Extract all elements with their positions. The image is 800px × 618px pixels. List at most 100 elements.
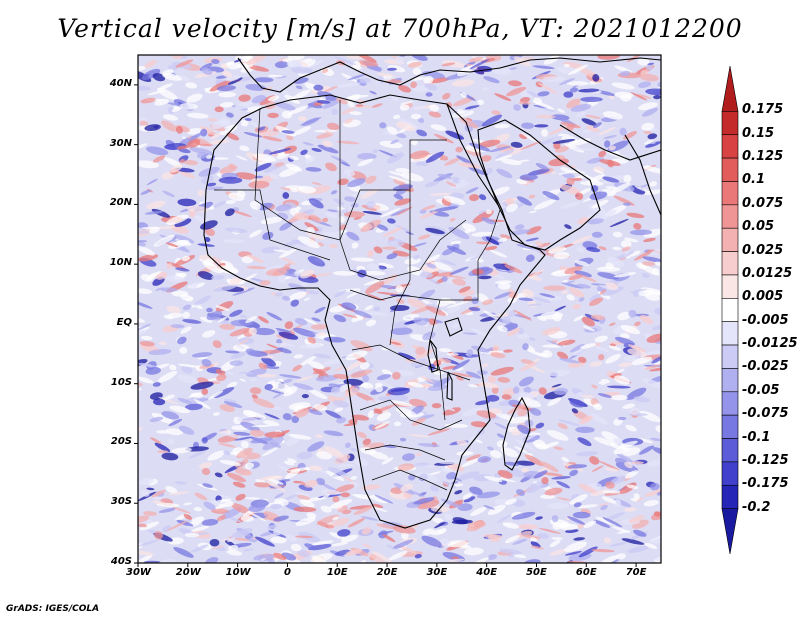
velocity-speckle	[392, 371, 401, 380]
velocity-speckle	[557, 108, 566, 113]
velocity-speckle	[366, 201, 376, 209]
velocity-speckle	[376, 72, 394, 77]
velocity-speckle	[340, 209, 349, 214]
velocity-speckle	[645, 141, 661, 148]
velocity-speckle	[300, 149, 308, 155]
velocity-speckle	[526, 226, 542, 235]
velocity-speckle	[262, 437, 284, 451]
velocity-speckle	[419, 209, 427, 214]
velocity-speckle	[152, 382, 161, 387]
velocity-speckle	[225, 350, 240, 354]
velocity-speckle	[622, 447, 641, 456]
country-borders	[214, 100, 501, 491]
velocity-speckle	[202, 261, 223, 274]
velocity-speckle	[243, 132, 263, 138]
velocity-speckle	[228, 544, 239, 551]
velocity-speckle	[360, 516, 379, 521]
velocity-speckle	[496, 440, 508, 448]
velocity-speckle	[483, 76, 500, 84]
velocity-speckle	[267, 131, 280, 136]
velocity-speckle	[270, 536, 287, 544]
velocity-speckle	[138, 550, 155, 556]
velocity-speckle	[169, 364, 177, 371]
velocity-speckle	[244, 534, 258, 543]
velocity-speckle	[296, 451, 313, 460]
velocity-speckle	[501, 394, 512, 400]
velocity-speckle	[216, 265, 239, 274]
velocity-speckle	[412, 85, 429, 93]
velocity-speckle	[267, 74, 283, 78]
velocity-speckle	[291, 415, 299, 424]
velocity-speckle	[167, 438, 175, 445]
velocity-speckle	[430, 261, 453, 271]
velocity-speckle	[185, 403, 203, 411]
velocity-speckle	[272, 530, 282, 536]
velocity-speckle	[217, 316, 228, 323]
velocity-speckle	[144, 210, 164, 215]
velocity-speckle	[642, 107, 658, 117]
velocity-speckle	[444, 423, 469, 428]
velocity-speckle	[491, 67, 512, 75]
colorbar-swatch	[721, 111, 739, 136]
velocity-speckle	[179, 346, 188, 355]
velocity-speckle	[300, 281, 310, 287]
velocity-speckle	[451, 372, 474, 378]
velocity-speckle	[471, 345, 490, 353]
velocity-speckle	[244, 118, 252, 121]
velocity-speckle	[591, 384, 598, 389]
velocity-speckle	[489, 249, 508, 258]
velocity-speckle	[564, 266, 583, 275]
velocity-speckle	[288, 291, 307, 301]
velocity-speckle	[331, 108, 338, 116]
velocity-speckle	[449, 182, 470, 189]
velocity-speckle	[330, 386, 341, 394]
velocity-speckle	[145, 367, 161, 375]
velocity-speckle	[284, 469, 301, 479]
velocity-speckle	[235, 493, 246, 501]
velocity-speckle	[268, 148, 291, 155]
velocity-speckle	[209, 80, 231, 92]
velocity-speckle	[182, 304, 192, 311]
velocity-speckle	[216, 85, 236, 92]
velocity-speckle	[149, 271, 162, 278]
velocity-speckle	[483, 505, 495, 510]
velocity-speckle	[367, 410, 375, 419]
velocity-speckle	[561, 290, 569, 295]
velocity-speckle	[162, 73, 182, 81]
lon-tick-label: 10W	[225, 567, 251, 578]
velocity-speckle	[308, 198, 324, 209]
velocity-speckle	[477, 456, 491, 463]
velocity-speckle	[306, 231, 325, 240]
velocity-speckle	[328, 243, 338, 249]
velocity-speckle	[232, 210, 252, 218]
velocity-speckle	[332, 270, 356, 276]
velocity-speckle	[587, 218, 604, 225]
velocity-speckle	[245, 497, 261, 500]
velocity-speckle	[232, 287, 255, 296]
velocity-speckle	[433, 133, 454, 144]
velocity-speckle	[321, 68, 329, 74]
velocity-speckle	[477, 99, 485, 106]
velocity-speckle	[398, 352, 416, 361]
velocity-speckle	[431, 403, 442, 409]
velocity-speckle	[624, 470, 639, 479]
velocity-speckle	[580, 394, 595, 398]
velocity-speckle	[532, 65, 555, 70]
velocity-speckle	[215, 305, 230, 311]
colorbar-swatch	[721, 391, 739, 416]
velocity-speckle	[369, 90, 377, 95]
velocity-speckle	[395, 132, 407, 139]
velocity-speckle	[410, 113, 422, 120]
velocity-speckle	[552, 139, 576, 144]
velocity-speckle	[427, 428, 451, 436]
velocity-speckle	[546, 429, 569, 441]
velocity-speckle	[628, 515, 645, 524]
velocity-speckle	[533, 104, 548, 109]
velocity-speckle	[376, 374, 391, 381]
velocity-speckle	[157, 450, 169, 453]
velocity-speckle	[235, 172, 258, 180]
velocity-speckle	[466, 371, 482, 379]
velocity-speckle	[293, 354, 304, 359]
velocity-speckle	[231, 503, 250, 514]
velocity-speckle	[280, 256, 297, 265]
